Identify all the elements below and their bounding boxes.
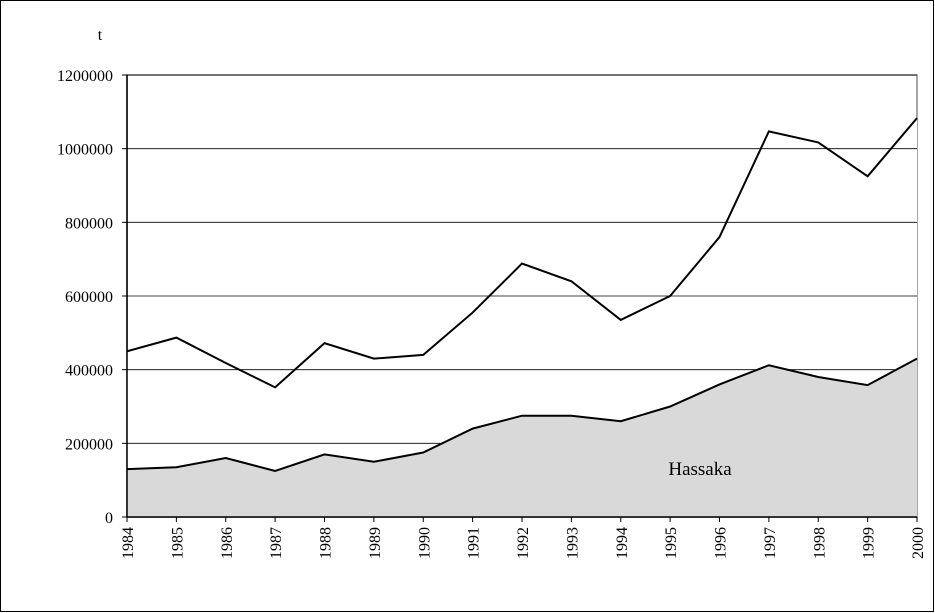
y-axis-label: t [98, 27, 103, 44]
y-tick-label: 1000000 [57, 142, 113, 159]
x-tick-label: 1986 [219, 527, 236, 559]
series-label: Hassaka [668, 459, 732, 480]
x-tick-label: 1999 [861, 527, 878, 559]
x-tick-label: 1989 [367, 527, 384, 559]
x-tick-label: 1984 [120, 527, 137, 559]
y-tick-label: 600000 [65, 289, 113, 306]
y-tick-label: 400000 [65, 363, 113, 380]
x-tick-label: 1991 [466, 527, 483, 559]
x-tick-label: 1988 [318, 527, 335, 559]
x-tick-label: 1992 [515, 527, 532, 559]
x-tick-label: 1995 [663, 527, 680, 559]
x-tick-label: 2000 [910, 527, 927, 559]
x-tick-label: 1990 [416, 527, 433, 559]
x-tick-label: 1998 [811, 527, 828, 559]
line [126, 117, 918, 389]
x-tick-label: 1997 [762, 527, 779, 559]
y-tick-label: 200000 [65, 436, 113, 453]
y-tick-label: 1200000 [57, 68, 113, 85]
line [126, 357, 918, 473]
y-tick-label: 0 [105, 510, 113, 527]
area [127, 358, 917, 517]
x-tick-label: 1996 [713, 527, 730, 559]
x-tick-label: 1985 [169, 527, 186, 559]
y-tick-label: 800000 [65, 215, 113, 232]
x-tick-label: 1994 [614, 527, 631, 559]
x-tick-label: 1993 [564, 527, 581, 559]
x-tick-label: 1987 [268, 527, 285, 559]
